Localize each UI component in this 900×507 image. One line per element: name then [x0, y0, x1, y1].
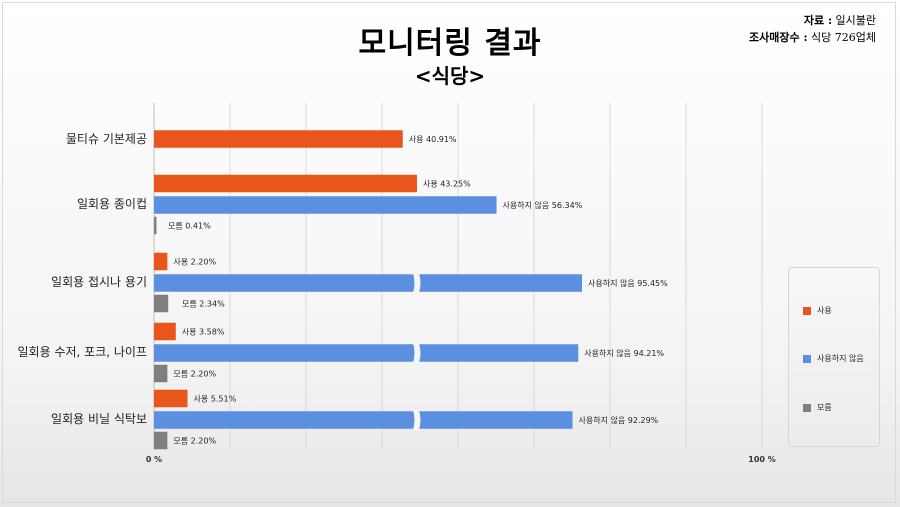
legend-label-not-used: 사용하지 않음 — [817, 354, 864, 363]
data-label-unknown: 모름 0.41% — [168, 222, 211, 231]
legend-swatch-used — [803, 306, 811, 315]
bar-used — [154, 174, 417, 193]
legend-label-used: 사용 — [817, 306, 832, 315]
category-label: 일회용 종이컵 — [77, 197, 147, 211]
x-tick-label: 100 % — [748, 455, 776, 464]
source-line: 자료 : 일시불란 — [749, 12, 876, 29]
chart-subtitle: <식당> — [414, 64, 486, 88]
data-label-unknown: 모름 2.34% — [182, 300, 225, 309]
survey-key: 조사매장수 : — [749, 31, 808, 44]
bar-break-mark — [413, 343, 421, 363]
data-label-not-used: 사용하지 않음 95.45% — [588, 278, 668, 288]
bar-unknown — [154, 431, 168, 450]
x-tick-label: 0 % — [146, 455, 162, 464]
category-label: 일회용 비닐 식탁보 — [51, 412, 147, 426]
survey-value: 식당 726업체 — [811, 31, 876, 44]
data-label-used: 사용 3.58% — [182, 328, 225, 337]
data-label-used: 사용 40.91% — [409, 135, 457, 144]
data-label-unknown: 모름 2.20% — [173, 437, 216, 446]
legend-item-unknown: 모름 — [803, 402, 832, 413]
chart-title: 모니터링 결과 — [358, 26, 542, 61]
data-label-not-used: 사용하지 않음 56.34% — [503, 200, 583, 210]
bar-used — [154, 389, 188, 408]
bar-not-used — [154, 344, 579, 362]
bar-unknown — [154, 294, 169, 313]
source-note: 자료 : 일시불란 조사매장수 : 식당 726업체 — [749, 12, 876, 46]
legend-swatch-not-used — [803, 354, 811, 363]
source-value: 일시불란 — [835, 14, 876, 27]
data-label-used: 사용 43.25% — [423, 180, 471, 189]
bar-used — [154, 252, 168, 271]
bar-break-mark — [413, 410, 421, 430]
legend-swatch-unknown — [803, 403, 811, 412]
source-key: 자료 : — [803, 14, 833, 27]
bar-not-used — [154, 411, 573, 429]
data-label-used: 사용 5.51% — [194, 395, 237, 404]
chart-legend: 사용 사용하지 않음 모름 — [788, 267, 880, 447]
category-label: 일회용 수저, 포크, 나이프 — [18, 345, 147, 359]
bar-used — [154, 322, 176, 341]
legend-item-not-used: 사용하지 않음 — [803, 353, 864, 364]
data-label-used: 사용 2.20% — [173, 258, 216, 267]
data-label-unknown: 모름 2.20% — [173, 370, 216, 379]
category-label: 일회용 접시나 용기 — [51, 275, 147, 289]
legend-item-used: 사용 — [803, 305, 832, 316]
bar-not-used — [154, 274, 582, 292]
data-label-not-used: 사용하지 않음 92.29% — [579, 415, 659, 425]
legend-label-unknown: 모름 — [817, 403, 832, 412]
bar-used — [154, 130, 403, 148]
bar-unknown — [154, 364, 168, 383]
bar-break-mark — [413, 273, 421, 293]
data-label-not-used: 사용하지 않음 94.21% — [584, 348, 664, 358]
bar-not-used — [154, 196, 497, 214]
bar-unknown — [154, 216, 157, 235]
category-label: 물티슈 기본제공 — [66, 132, 147, 146]
survey-line: 조사매장수 : 식당 726업체 — [749, 29, 876, 46]
